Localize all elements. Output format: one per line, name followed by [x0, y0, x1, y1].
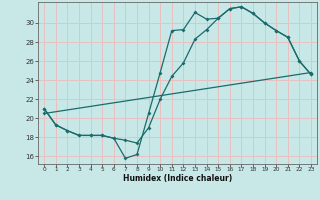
X-axis label: Humidex (Indice chaleur): Humidex (Indice chaleur)	[123, 174, 232, 183]
